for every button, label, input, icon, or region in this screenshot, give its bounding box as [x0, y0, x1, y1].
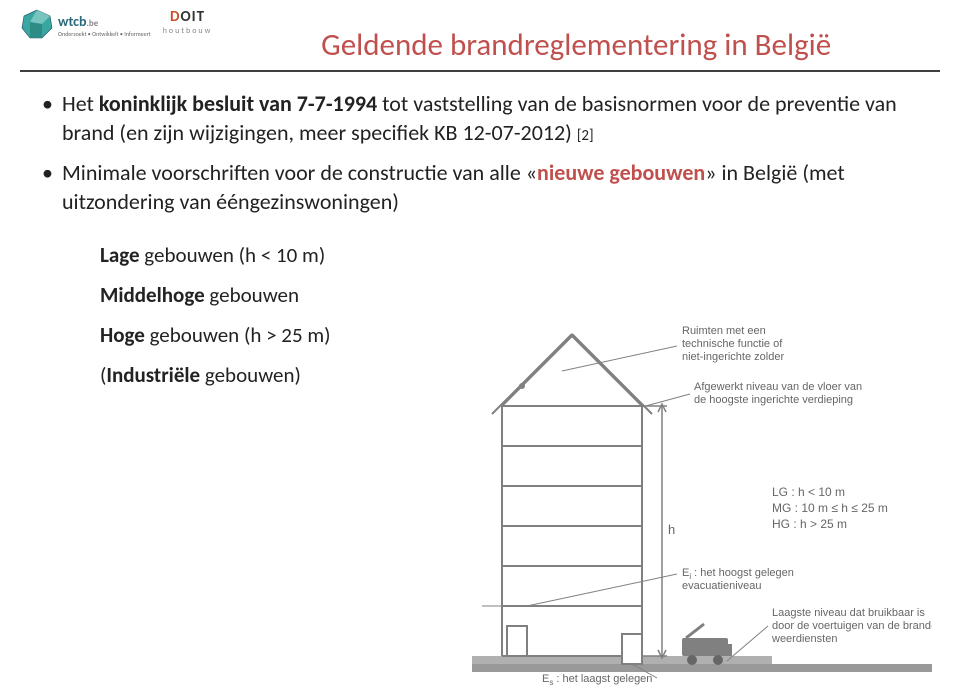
wtcb-subtitle: Onderzoekt • Ontwikkelt • Informeert: [58, 30, 151, 38]
wtcb-main: wtcb: [58, 13, 87, 30]
h-label: h: [668, 522, 675, 537]
b2-pre: Minimale voorschriften voor de construct…: [62, 159, 537, 186]
building-diagram: h Ruimten met een technische functie of …: [472, 316, 932, 686]
bullet-2: Minimale voorschriften voor de construct…: [62, 159, 920, 216]
height-arrow-icon: [642, 404, 667, 658]
doit-it: IT: [192, 8, 205, 26]
lg-label: LG : h < 10 m: [772, 485, 845, 499]
logos: wtcb.be Onderzoekt • Ontwikkelt • Inform…: [20, 8, 212, 42]
low-line2: door de voertuigen van de brand-: [772, 620, 932, 632]
type-low: Lage gebouwen (h < 10 m): [100, 242, 920, 268]
doit-o: O: [180, 8, 191, 26]
low-label: Lage: [100, 242, 140, 268]
bullet-list: Het koninklijk besluit van 7-7-1994 tot …: [40, 90, 920, 216]
logo-doit: DOIT houtbouw: [163, 8, 213, 36]
bullet-1: Het koninklijk besluit van 7-7-1994 tot …: [62, 90, 920, 147]
b1-bold: koninklijk besluit van 7-7-1994: [99, 90, 377, 117]
es-high-line1: Ei : het hoogst gelegen: [682, 567, 794, 581]
es-low-line1: Es : het laagst gelegen: [542, 673, 652, 686]
title-area: Geldende brandreglementering in België: [212, 8, 940, 64]
high-rest: gebouwen (h > 25 m): [145, 322, 331, 348]
hg-label: HG : h > 25 m: [772, 517, 847, 531]
b1-pre: Het: [62, 90, 99, 117]
low-line3: weerdiensten: [771, 633, 837, 645]
attic-line2: technische functie of: [682, 338, 783, 350]
low-rest: gebouwen (h < 10 m): [140, 242, 326, 268]
es-high-line2: evacuatieniveau: [682, 580, 762, 592]
ind-label: Industriële: [106, 362, 200, 388]
mid-label: Middelhoge: [100, 282, 205, 308]
wtcb-name: wtcb.be: [58, 13, 151, 30]
b2-red: nieuwe gebouwen: [537, 159, 705, 186]
wtcb-tld: .be: [87, 18, 99, 29]
floor-line1: Afgewerkt niveau van de vloer van: [694, 381, 862, 393]
mg-label: MG : 10 m ≤ h ≤ 25 m: [772, 501, 888, 515]
b1-ref: [2]: [577, 127, 594, 145]
floor-line2: de hoogste ingerichte verdieping: [694, 394, 853, 406]
wtcb-text-block: wtcb.be Onderzoekt • Ontwikkelt • Inform…: [58, 13, 151, 38]
ground-base: [472, 664, 932, 672]
doit-d: D: [170, 8, 180, 26]
page-title: Geldende brandreglementering in België: [212, 26, 940, 64]
mid-rest: gebouwen: [205, 282, 299, 308]
ind-post: gebouwen): [200, 362, 301, 388]
doit-sub: houtbouw: [163, 26, 213, 36]
high-label: Hoge: [100, 322, 145, 348]
low-line1: Laagste niveau dat bruikbaar is: [772, 607, 925, 619]
doit-text: DOIT: [163, 8, 213, 26]
house-icon: [492, 334, 652, 664]
logo-wtcb: wtcb.be Onderzoekt • Ontwikkelt • Inform…: [20, 8, 151, 42]
attic-line3: niet-ingerichte zolder: [682, 351, 784, 363]
leader-floor: [642, 394, 690, 407]
header: wtcb.be Onderzoekt • Ontwikkelt • Inform…: [0, 0, 960, 64]
leader-low: [727, 626, 768, 661]
attic-line1: Ruimten met een: [682, 325, 766, 337]
type-mid: Middelhoge gebouwen: [100, 282, 920, 308]
wtcb-icon: [20, 8, 54, 42]
